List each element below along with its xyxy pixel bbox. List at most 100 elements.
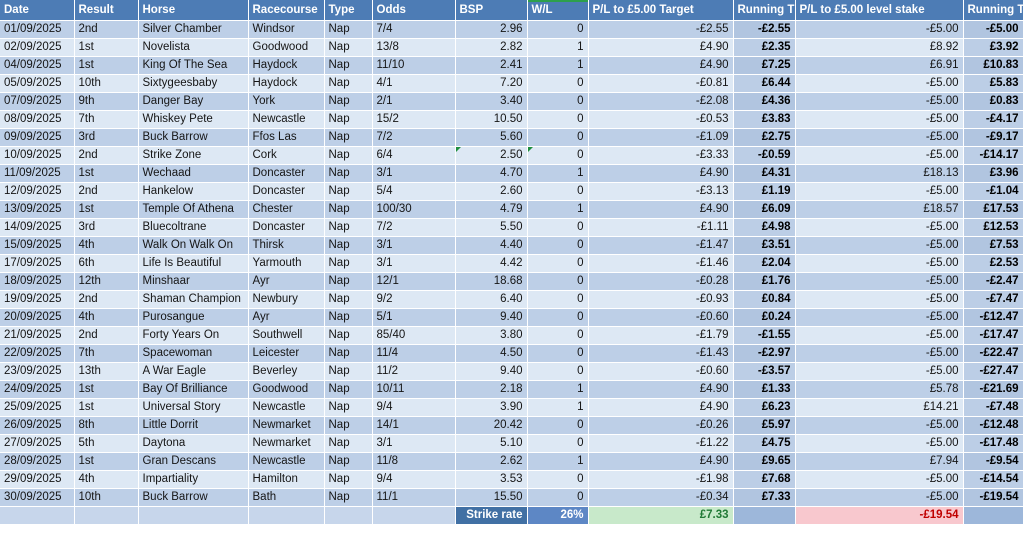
cell-wl[interactable]: 1 bbox=[527, 56, 589, 75]
cell-type[interactable]: Nap bbox=[324, 452, 373, 471]
cell-pl_level[interactable]: £6.91 bbox=[795, 56, 964, 75]
cell-racecourse[interactable]: Hamilton bbox=[248, 470, 325, 489]
cell-type[interactable]: Nap bbox=[324, 218, 373, 237]
cell-pl_level[interactable]: -£5.00 bbox=[795, 488, 964, 507]
cell-type[interactable]: Nap bbox=[324, 236, 373, 255]
cell-run_level[interactable]: -£17.48 bbox=[963, 434, 1023, 453]
cell-pl_target[interactable]: -£1.79 bbox=[588, 326, 734, 345]
cell-date[interactable]: 10/09/2025 bbox=[0, 146, 75, 165]
cell-bsp[interactable]: 6.40 bbox=[455, 290, 528, 309]
cell-bsp[interactable]: 2.50 bbox=[455, 146, 528, 165]
cell-type[interactable]: Nap bbox=[324, 38, 373, 57]
column-header-type[interactable]: Type bbox=[324, 0, 373, 21]
cell-horse[interactable]: Buck Barrow bbox=[138, 488, 249, 507]
cell-bsp[interactable]: 20.42 bbox=[455, 416, 528, 435]
cell-run_target[interactable]: £2.04 bbox=[733, 254, 796, 273]
cell-run_level[interactable]: -£9.54 bbox=[963, 452, 1023, 471]
cell-bsp[interactable]: 3.80 bbox=[455, 326, 528, 345]
cell-bsp[interactable]: 2.82 bbox=[455, 38, 528, 57]
cell-horse[interactable]: Danger Bay bbox=[138, 92, 249, 111]
cell-racecourse[interactable]: Newmarket bbox=[248, 416, 325, 435]
cell-pl_target[interactable]: -£1.46 bbox=[588, 254, 734, 273]
cell-run_level[interactable]: -£14.17 bbox=[963, 146, 1023, 165]
cell-odds[interactable]: 100/30 bbox=[372, 200, 456, 219]
cell-run_target[interactable]: £7.68 bbox=[733, 470, 796, 489]
cell-odds[interactable]: 9/4 bbox=[372, 398, 456, 417]
cell-wl[interactable]: 1 bbox=[527, 380, 589, 399]
cell-racecourse[interactable]: Newmarket bbox=[248, 434, 325, 453]
cell-bsp[interactable]: 3.40 bbox=[455, 92, 528, 111]
cell-date[interactable]: 28/09/2025 bbox=[0, 452, 75, 471]
cell-pl_level[interactable]: £8.92 bbox=[795, 38, 964, 57]
cell-run_target[interactable]: £5.97 bbox=[733, 416, 796, 435]
cell-horse[interactable]: Bay Of Brilliance bbox=[138, 380, 249, 399]
cell-bsp[interactable]: 2.62 bbox=[455, 452, 528, 471]
cell-run_level[interactable]: -£17.47 bbox=[963, 326, 1023, 345]
cell-date[interactable]: 18/09/2025 bbox=[0, 272, 75, 291]
cell-pl_level[interactable]: -£5.00 bbox=[795, 470, 964, 489]
cell-type[interactable]: Nap bbox=[324, 326, 373, 345]
cell-odds[interactable]: 7/2 bbox=[372, 128, 456, 147]
cell-run_target[interactable]: £1.76 bbox=[733, 272, 796, 291]
cell-bsp[interactable]: 9.40 bbox=[455, 362, 528, 381]
cell-date[interactable]: 14/09/2025 bbox=[0, 218, 75, 237]
cell-pl_target[interactable]: -£0.93 bbox=[588, 290, 734, 309]
cell-type[interactable]: Nap bbox=[324, 164, 373, 183]
cell-run_level[interactable]: -£19.54 bbox=[963, 488, 1023, 507]
cell-horse[interactable]: Life Is Beautiful bbox=[138, 254, 249, 273]
cell-horse[interactable]: Minshaar bbox=[138, 272, 249, 291]
cell-horse[interactable]: Whiskey Pete bbox=[138, 110, 249, 129]
cell-bsp[interactable]: 7.20 bbox=[455, 74, 528, 93]
cell-pl_level[interactable]: £14.21 bbox=[795, 398, 964, 417]
column-header-wl[interactable]: W/L bbox=[527, 0, 589, 21]
cell-racecourse[interactable]: Southwell bbox=[248, 326, 325, 345]
cell-result[interactable]: 2nd bbox=[74, 182, 139, 201]
cell-pl_level[interactable]: -£5.00 bbox=[795, 272, 964, 291]
cell-racecourse[interactable]: Thirsk bbox=[248, 236, 325, 255]
cell-horse[interactable]: A War Eagle bbox=[138, 362, 249, 381]
cell-date[interactable]: 01/09/2025 bbox=[0, 20, 75, 39]
cell-result[interactable]: 2nd bbox=[74, 326, 139, 345]
cell-pl_level[interactable]: -£5.00 bbox=[795, 128, 964, 147]
cell-run_level[interactable]: -£27.47 bbox=[963, 362, 1023, 381]
column-header-bsp[interactable]: BSP bbox=[455, 0, 528, 21]
cell-odds[interactable]: 12/1 bbox=[372, 272, 456, 291]
cell-pl_level[interactable]: -£5.00 bbox=[795, 74, 964, 93]
cell-result[interactable]: 1st bbox=[74, 164, 139, 183]
cell-result[interactable]: 8th bbox=[74, 416, 139, 435]
cell-run_target[interactable]: -£2.97 bbox=[733, 344, 796, 363]
cell-bsp[interactable]: 2.60 bbox=[455, 182, 528, 201]
cell-wl[interactable]: 0 bbox=[527, 218, 589, 237]
cell-racecourse[interactable]: Newcastle bbox=[248, 452, 325, 471]
cell-bsp[interactable]: 5.50 bbox=[455, 218, 528, 237]
cell-pl_level[interactable]: -£5.00 bbox=[795, 290, 964, 309]
cell-pl_target[interactable]: -£0.81 bbox=[588, 74, 734, 93]
cell-run_level[interactable]: -£22.47 bbox=[963, 344, 1023, 363]
cell-pl_level[interactable]: -£5.00 bbox=[795, 308, 964, 327]
cell-run_target[interactable]: -£1.55 bbox=[733, 326, 796, 345]
cell-run_level[interactable]: -£21.69 bbox=[963, 380, 1023, 399]
pl-level-stake-total[interactable]: -£19.54 bbox=[795, 506, 964, 525]
cell-type[interactable]: Nap bbox=[324, 344, 373, 363]
cell-horse[interactable]: Impartiality bbox=[138, 470, 249, 489]
cell-horse[interactable]: Purosangue bbox=[138, 308, 249, 327]
cell-run_target[interactable]: £1.33 bbox=[733, 380, 796, 399]
cell-pl_target[interactable]: -£0.60 bbox=[588, 362, 734, 381]
cell-pl_level[interactable]: -£5.00 bbox=[795, 326, 964, 345]
cell-wl[interactable]: 1 bbox=[527, 200, 589, 219]
cell-wl[interactable]: 1 bbox=[527, 452, 589, 471]
cell-date[interactable]: 09/09/2025 bbox=[0, 128, 75, 147]
cell-run_target[interactable]: £0.24 bbox=[733, 308, 796, 327]
column-header-date[interactable]: Date bbox=[0, 0, 75, 21]
cell-run_level[interactable]: £12.53 bbox=[963, 218, 1023, 237]
cell-date[interactable]: 24/09/2025 bbox=[0, 380, 75, 399]
cell-bsp[interactable]: 2.41 bbox=[455, 56, 528, 75]
cell-run_level[interactable]: £5.83 bbox=[963, 74, 1023, 93]
cell-racecourse[interactable]: Doncaster bbox=[248, 164, 325, 183]
cell-pl_level[interactable]: -£5.00 bbox=[795, 362, 964, 381]
cell-pl_target[interactable]: £4.90 bbox=[588, 398, 734, 417]
cell-odds[interactable]: 6/4 bbox=[372, 146, 456, 165]
cell-pl_target[interactable]: -£0.60 bbox=[588, 308, 734, 327]
cell-pl_target[interactable]: -£0.34 bbox=[588, 488, 734, 507]
cell-type[interactable]: Nap bbox=[324, 200, 373, 219]
